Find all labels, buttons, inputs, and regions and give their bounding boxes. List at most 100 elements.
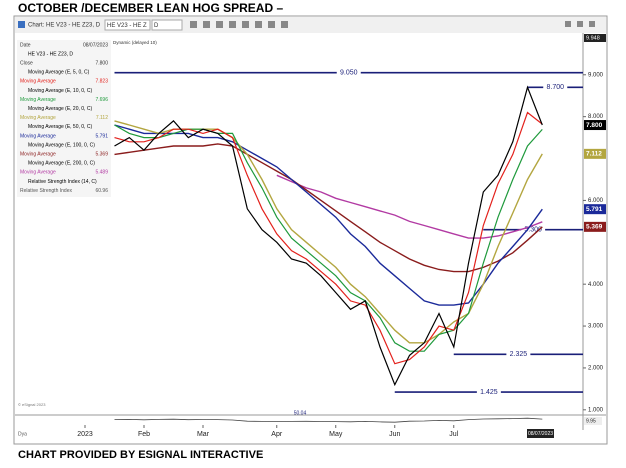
data-window-value: 5.369 bbox=[95, 152, 108, 158]
data-window-label: Date bbox=[20, 42, 31, 48]
data-window: Date 08/07/2023 HE V23 - HE Z23, D Close 7.8… bbox=[17, 40, 111, 197]
data-window-label: Close bbox=[20, 61, 33, 67]
level-label-bg bbox=[336, 68, 361, 77]
icon[interactable] bbox=[229, 21, 236, 28]
symbol-input[interactable] bbox=[104, 19, 151, 31]
level-label-bg bbox=[476, 388, 501, 397]
toolbar bbox=[15, 17, 606, 33]
x-axis-caption: Dya bbox=[18, 431, 27, 437]
data-window-value: 5.489 bbox=[95, 170, 108, 176]
rsi-center-label: 50.04 bbox=[294, 410, 307, 416]
level-label-bg bbox=[543, 83, 568, 92]
date-label-box bbox=[527, 429, 554, 438]
data-window-label: Moving Average (E, 10, 0, C) bbox=[28, 88, 92, 94]
data-window-label: Moving Average (E, 5, 0, C) bbox=[28, 70, 90, 76]
y-tick-label: 4.000 bbox=[588, 282, 604, 288]
series-line bbox=[114, 124, 543, 352]
icon[interactable] bbox=[565, 21, 571, 27]
series-line bbox=[276, 174, 543, 239]
interval-input[interactable] bbox=[151, 19, 183, 31]
data-window-label: Moving Average bbox=[20, 115, 56, 121]
icon[interactable] bbox=[281, 21, 288, 28]
x-tick-label: May bbox=[329, 431, 343, 438]
x-tick-label: Mar bbox=[197, 431, 210, 438]
series-line bbox=[114, 111, 543, 365]
data-window-bg bbox=[17, 40, 111, 197]
top-label: 9.948 bbox=[586, 35, 600, 41]
level-label: 5.300 bbox=[524, 227, 542, 234]
price-tag bbox=[584, 120, 606, 131]
data-window-label: HE V23 - HE Z23, D bbox=[28, 51, 73, 57]
data-window-label: Moving Average bbox=[20, 170, 56, 176]
level-label-bg bbox=[521, 225, 546, 234]
price-tag bbox=[584, 204, 606, 215]
level-label: 9.050 bbox=[340, 70, 358, 77]
icon[interactable] bbox=[577, 21, 583, 27]
rsi-line bbox=[114, 417, 543, 423]
level-label: 2.325 bbox=[510, 351, 528, 358]
data-window-label: Moving Average (E, 20, 0, C) bbox=[28, 106, 92, 112]
icon[interactable] bbox=[255, 21, 262, 28]
data-window-label: Moving Average (E, 100, 0, C) bbox=[28, 142, 95, 148]
data-window-value: 7.800 bbox=[95, 61, 108, 67]
data-window-label: Moving Average bbox=[20, 133, 56, 139]
page-title: OCTOBER /DECEMBER LEAN HOG SPREAD – bbox=[18, 1, 283, 15]
price-tag-label: 7.800 bbox=[586, 122, 603, 129]
icon[interactable] bbox=[242, 21, 249, 28]
feed: Dynamic (delayed 10) bbox=[113, 40, 157, 45]
data-window-label: Moving Average (E, 50, 0, C) bbox=[28, 124, 92, 130]
data-window-value: 08/07/2023 bbox=[83, 42, 108, 48]
data-window-value: 60.96 bbox=[95, 188, 108, 194]
data-window-value: 7.823 bbox=[95, 79, 108, 85]
price-tag-label: 5.791 bbox=[586, 206, 603, 213]
data-window-label: Relative Strength Index bbox=[20, 188, 72, 194]
app-icon bbox=[18, 21, 25, 28]
data-window-label: Moving Average bbox=[20, 79, 56, 85]
series-line bbox=[114, 143, 543, 273]
y-tick-label: 6.000 bbox=[588, 198, 604, 204]
rsi-right-label: 9.95 bbox=[586, 418, 596, 424]
x-tick-label: Apr bbox=[271, 431, 283, 438]
series-line bbox=[114, 85, 543, 387]
data-window-label: Moving Average bbox=[20, 152, 56, 158]
y-tick-label: 8.000 bbox=[588, 114, 604, 120]
level-label: 1.425 bbox=[480, 389, 498, 396]
data-window-value: 5.791 bbox=[95, 133, 108, 139]
price-tag-label: 7.112 bbox=[586, 151, 602, 158]
copyright: © eSignal 2023 bbox=[18, 402, 46, 407]
x-tick-label: Feb bbox=[138, 431, 150, 438]
icon[interactable] bbox=[589, 21, 595, 27]
x-tick-label: 2023 bbox=[77, 431, 93, 438]
y-tick-label: 1.000 bbox=[588, 407, 604, 413]
icon[interactable] bbox=[190, 21, 197, 28]
interval: D bbox=[154, 23, 159, 29]
toolbar-icons bbox=[190, 21, 595, 28]
x-tick-label: Jul bbox=[449, 431, 458, 438]
window-title: Chart: HE V23 - HE Z23, D bbox=[28, 23, 101, 29]
y-tick-label: 3.000 bbox=[588, 324, 604, 330]
data-window-value: 7.696 bbox=[95, 97, 108, 103]
rsi-right-box bbox=[584, 417, 602, 425]
data-window-label: Moving Average bbox=[20, 97, 56, 103]
y-tick-label: 9.000 bbox=[588, 72, 604, 78]
data-window-label: Moving Average (E, 200, 0, C) bbox=[28, 161, 95, 167]
price-tag bbox=[584, 148, 606, 159]
icon[interactable] bbox=[216, 21, 223, 28]
top-label-box bbox=[584, 34, 606, 42]
x-tick-label: Jun bbox=[389, 431, 400, 438]
series-line bbox=[114, 124, 543, 306]
price-tag-label: 5.369 bbox=[586, 224, 603, 231]
icon[interactable] bbox=[268, 21, 275, 28]
symbol: HE V23 - HE Z bbox=[107, 23, 147, 29]
icon[interactable] bbox=[203, 21, 210, 28]
price-tag bbox=[584, 221, 606, 232]
data-window-label: Relative Strength Index (14, C) bbox=[28, 179, 97, 185]
level-label-bg bbox=[506, 350, 531, 359]
footer: CHART PROVIDED BY ESIGNAL INTERACTIVE bbox=[18, 449, 263, 461]
data-window-value: 7.112 bbox=[96, 115, 108, 121]
date-label: 08/07/2023 bbox=[528, 431, 553, 437]
y-tick-label: 2.000 bbox=[588, 366, 604, 372]
level-label: 8.700 bbox=[546, 84, 564, 91]
